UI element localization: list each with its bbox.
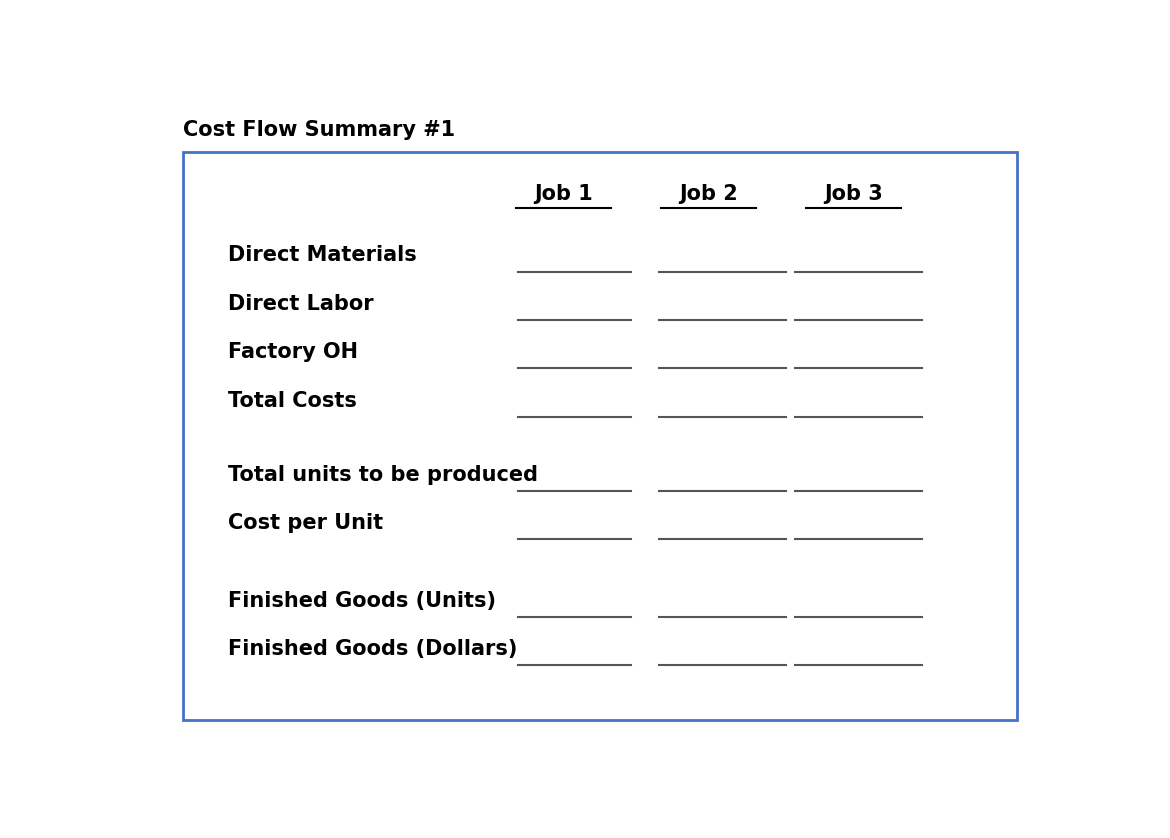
- Text: Total units to be produced: Total units to be produced: [228, 465, 538, 485]
- Text: Finished Goods (Units): Finished Goods (Units): [228, 591, 496, 611]
- Text: Job 1: Job 1: [534, 184, 593, 204]
- Text: Direct Labor: Direct Labor: [228, 294, 373, 313]
- FancyBboxPatch shape: [183, 153, 1017, 720]
- Text: Direct Materials: Direct Materials: [228, 246, 417, 266]
- Text: Cost Flow Summary #1: Cost Flow Summary #1: [183, 120, 455, 140]
- Text: Finished Goods (Dollars): Finished Goods (Dollars): [228, 639, 517, 659]
- Text: Factory OH: Factory OH: [228, 342, 358, 362]
- Text: Total Costs: Total Costs: [228, 391, 357, 411]
- Text: Cost per Unit: Cost per Unit: [228, 513, 383, 533]
- Text: Job 3: Job 3: [824, 184, 883, 204]
- Text: Job 2: Job 2: [679, 184, 738, 204]
